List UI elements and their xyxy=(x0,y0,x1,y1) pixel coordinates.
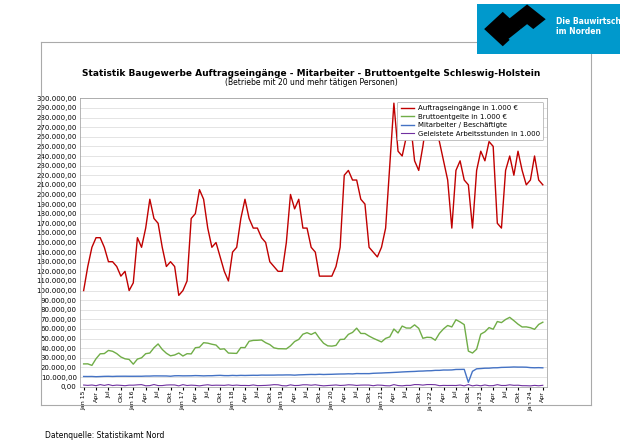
Geleistete Arbeitsstunden in 1.000 xyxy=(527,383,534,388)
Text: (Betriebe mit 20 und mehr tätigen Personen): (Betriebe mit 20 und mehr tätigen Person… xyxy=(225,78,398,87)
Polygon shape xyxy=(509,24,546,54)
Auftragseingänge in 1.000 € xyxy=(530,153,538,159)
Auftragseingänge in 1.000 € xyxy=(398,153,406,159)
Geleistete Arbeitsstunden in 1.000 xyxy=(245,383,253,388)
Text: Datenquelle: Statistikamt Nord: Datenquelle: Statistikamt Nord xyxy=(45,431,164,440)
Bruttoentgelte in 1.000 € xyxy=(539,320,546,325)
Auftragseingänge in 1.000 € xyxy=(175,293,183,298)
Mitarbeiter / Beschäftigte xyxy=(530,365,538,371)
Geleistete Arbeitsstunden in 1.000 xyxy=(530,383,538,388)
Mitarbeiter / Beschäftigte xyxy=(436,368,443,373)
Bruttoentgelte in 1.000 € xyxy=(506,315,513,320)
Polygon shape xyxy=(484,12,522,46)
Bruttoentgelte in 1.000 € xyxy=(530,327,538,332)
Polygon shape xyxy=(509,4,546,34)
Bruttoentgelte in 1.000 € xyxy=(245,338,253,344)
Geleistete Arbeitsstunden in 1.000 xyxy=(539,383,546,388)
Line: Bruttoentgelte in 1.000 €: Bruttoentgelte in 1.000 € xyxy=(84,317,543,365)
Mitarbeiter / Beschäftigte xyxy=(539,365,546,371)
Auftragseingänge in 1.000 € xyxy=(80,288,88,293)
Geleistete Arbeitsstunden in 1.000 xyxy=(80,382,88,388)
Bruttoentgelte in 1.000 € xyxy=(415,326,422,331)
Auftragseingänge in 1.000 € xyxy=(444,177,452,183)
Auftragseingänge in 1.000 € xyxy=(245,216,253,221)
Bruttoentgelte in 1.000 € xyxy=(394,330,402,336)
Text: Die Bauwirtschaft
im Norden: Die Bauwirtschaft im Norden xyxy=(556,17,633,36)
Mitarbeiter / Beschäftigte xyxy=(464,380,472,385)
Line: Geleistete Arbeitsstunden in 1.000: Geleistete Arbeitsstunden in 1.000 xyxy=(84,384,543,386)
Legend: Auftragseingänge in 1.000 €, Bruttoentgelte in 1.000 €, Mitarbeiter / Beschäftig: Auftragseingänge in 1.000 €, Bruttoentge… xyxy=(397,102,544,140)
Auftragseingänge in 1.000 € xyxy=(390,101,398,106)
Text: Statistik Baugewerbe Auftragseingänge - Mitarbeiter - Bruttoentgelte Schleswig-H: Statistik Baugewerbe Auftragseingänge - … xyxy=(83,69,541,78)
Mitarbeiter / Beschäftigte xyxy=(510,364,518,370)
Geleistete Arbeitsstunden in 1.000 xyxy=(394,383,402,388)
Mitarbeiter / Beschäftigte xyxy=(80,374,88,379)
Bruttoentgelte in 1.000 € xyxy=(88,363,96,368)
Mitarbeiter / Beschäftigte xyxy=(336,371,344,377)
Geleistete Arbeitsstunden in 1.000 xyxy=(439,383,447,388)
Geleistete Arbeitsstunden in 1.000 xyxy=(150,382,158,387)
Geleistete Arbeitsstunden in 1.000 xyxy=(415,382,422,387)
Line: Mitarbeiter / Beschäftigte: Mitarbeiter / Beschäftigte xyxy=(84,367,543,382)
Line: Auftragseingänge in 1.000 €: Auftragseingänge in 1.000 € xyxy=(84,103,543,295)
Auftragseingänge in 1.000 € xyxy=(340,173,348,178)
Auftragseingänge in 1.000 € xyxy=(539,182,546,188)
Auftragseingänge in 1.000 € xyxy=(419,144,427,149)
Bruttoentgelte in 1.000 € xyxy=(340,337,348,342)
Mitarbeiter / Beschäftigte xyxy=(241,373,249,378)
Bruttoentgelte in 1.000 € xyxy=(80,361,88,367)
Geleistete Arbeitsstunden in 1.000 xyxy=(340,383,348,388)
Mitarbeiter / Beschäftigte xyxy=(411,369,418,374)
Bruttoentgelte in 1.000 € xyxy=(439,326,447,332)
Mitarbeiter / Beschäftigte xyxy=(390,370,398,375)
